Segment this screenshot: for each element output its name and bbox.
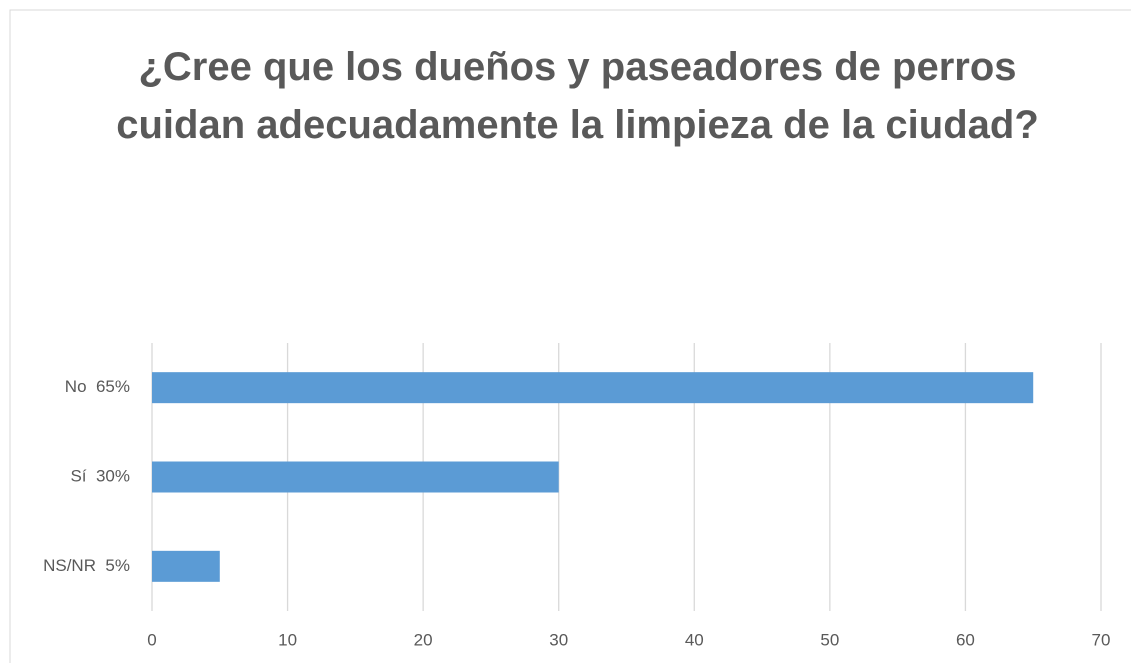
x-tick-label: 40	[685, 630, 704, 649]
x-tick-label: 0	[147, 630, 156, 649]
x-tick-label: 30	[549, 630, 568, 649]
y-tick-label: NS/NR 5%	[43, 556, 130, 575]
bar	[152, 372, 1034, 404]
x-tick-label: 20	[414, 630, 433, 649]
y-tick-label: Sí 30%	[70, 466, 130, 485]
x-tick-label: 70	[1092, 630, 1111, 649]
y-tick-label: No 65%	[65, 377, 130, 396]
chart-border	[9, 9, 1131, 663]
bar	[152, 550, 220, 582]
x-tick-label: 50	[820, 630, 839, 649]
chart-title: ¿Cree que los dueños y paseadores de per…	[116, 45, 1039, 147]
bar	[152, 461, 559, 493]
x-tick-label: 10	[278, 630, 297, 649]
x-tick-label: 60	[956, 630, 975, 649]
